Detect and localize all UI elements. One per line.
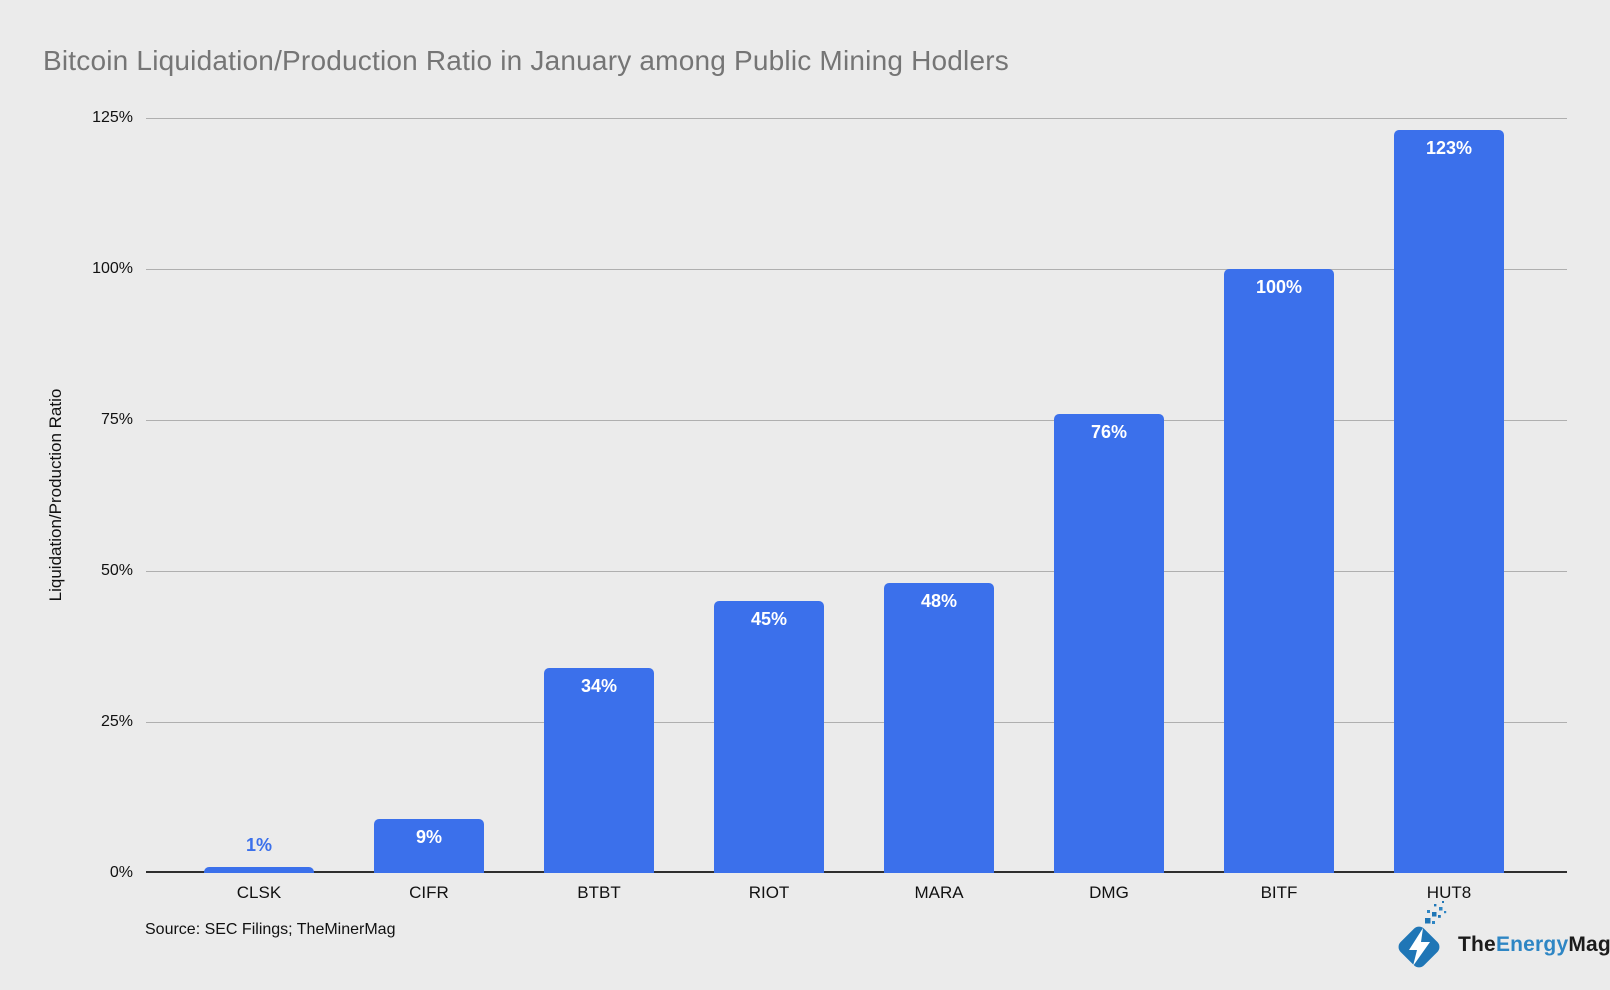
bar-value-label: 123%	[1425, 138, 1473, 159]
bar-riot	[714, 601, 824, 873]
bar-btbt	[544, 667, 654, 873]
wordmark-the: The	[1458, 933, 1496, 956]
x-tick-label-clsk: CLSK	[236, 883, 282, 902]
plot-area: 0% 25% 50% 75% 100% 125% 1% CLSK 9% CIFR 34% BTBT 45…	[92, 109, 1567, 902]
source-note: Source: SEC Filings; TheMinerMag	[145, 921, 396, 938]
wordmark-mag: Mag	[1568, 933, 1610, 956]
bar-value-label: 100%	[1255, 277, 1303, 297]
brand-wordmark: TheEnergyMag	[1458, 933, 1610, 957]
bar-cifr	[374, 818, 484, 873]
y-tick-label: 0%	[109, 864, 133, 881]
lightning-bolt-diamond-icon	[1398, 901, 1447, 968]
gridline	[146, 571, 1567, 572]
x-tick-label-bitf: BITF	[1260, 883, 1298, 902]
x-tick-label-hut8: HUT8	[1426, 883, 1472, 902]
y-tick-label: 75%	[100, 411, 133, 428]
gridline	[146, 269, 1567, 270]
wordmark-energy: Energy	[1495, 933, 1569, 956]
bar-value-label: 9%	[415, 826, 442, 847]
bar-clsk	[204, 866, 314, 873]
x-tick-label-riot: RIOT	[748, 883, 790, 902]
x-tick-label-cifr: CIFR	[409, 883, 449, 902]
gridline	[146, 420, 1567, 421]
bar-value-label: 45%	[750, 609, 788, 630]
y-tick-label: 100%	[92, 260, 133, 277]
x-axis-line	[146, 871, 1567, 873]
gridline	[146, 722, 1567, 723]
bar-bitf	[1224, 269, 1334, 873]
y-axis-title: Liquidation/Production Ratio	[46, 388, 65, 602]
bar-mara	[884, 583, 994, 873]
x-tick-label-mara: MARA	[914, 883, 964, 902]
x-tick-label-btbt: BTBT	[577, 883, 621, 902]
gridline	[146, 118, 1567, 119]
bar-value-label: 34%	[580, 675, 618, 696]
y-tick-label: 25%	[100, 713, 133, 730]
x-tick-label-dmg: DMG	[1089, 883, 1129, 902]
bar-value-label: 1%	[245, 834, 272, 855]
y-tick-label: 50%	[100, 562, 133, 579]
brand-logo: TheEnergyMag	[1380, 898, 1610, 982]
chart-title: Bitcoin Liquidation/Production Ratio in …	[43, 45, 1009, 76]
bar-hut8	[1394, 130, 1504, 873]
bar-value-label: 48%	[920, 591, 958, 612]
bar-value-label: 76%	[1090, 421, 1128, 442]
bar-dmg	[1054, 413, 1164, 873]
y-tick-label: 125%	[92, 109, 133, 126]
